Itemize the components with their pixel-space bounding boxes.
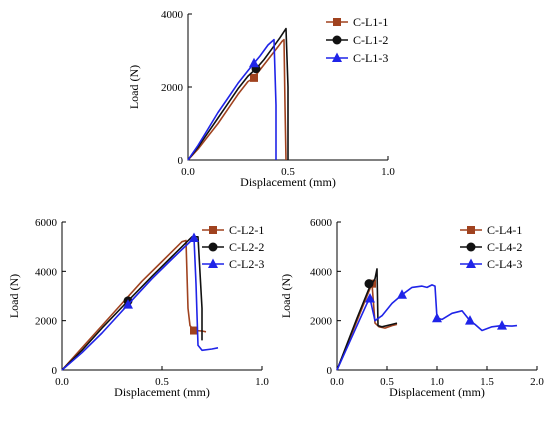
chart-l2: 0.0 0.5 1.0 0 2000 4000 6000 Displacement (mm) L… [7, 217, 269, 399]
legend-label-c-l1-3: C-L1-3 [353, 51, 388, 65]
data-point-c-l4-3 [497, 320, 507, 330]
legend-marker [332, 52, 342, 62]
legend-marker [208, 258, 218, 268]
y-axis-title: Load (N) [279, 274, 293, 318]
legend-marker [333, 18, 341, 26]
data-point-c-l4-3 [465, 315, 475, 325]
x-tick-label: 1.0 [381, 166, 395, 178]
legend-marker [209, 226, 217, 234]
legend-label-c-l4-1: C-L4-1 [487, 223, 522, 237]
y-tick-label: 2000 [310, 316, 333, 328]
series-line-c-l2-3 [61, 237, 219, 371]
x-tick-label: 1.0 [430, 376, 444, 388]
legend-label-c-l1-2: C-L1-2 [353, 33, 388, 47]
data-point-c-l4-3 [432, 312, 442, 323]
series-line-c-l4-2 [336, 268, 398, 371]
legend-label-c-l4-2: C-L4-2 [487, 240, 522, 254]
y-tick-label: 4000 [161, 9, 184, 21]
legend-marker [466, 242, 476, 252]
legend-marker [208, 242, 218, 252]
legend-label-c-l2-3: C-L2-3 [229, 257, 264, 271]
data-point-c-l4-2 [364, 279, 374, 289]
series-line-c-l2-2 [61, 236, 203, 371]
chart-l1: 0.0 0.5 1.0 0 2000 4000 Displacement (mm) Load … [127, 9, 395, 189]
y-tick-label: 6000 [310, 217, 333, 229]
y-tick-label: 4000 [35, 266, 58, 278]
x-tick-label: 1.0 [255, 376, 269, 388]
legend-label-c-l1-1: C-L1-1 [353, 15, 388, 29]
x-tick-label: 0.5 [380, 376, 394, 388]
x-tick-label: 0.5 [281, 166, 295, 178]
x-tick-label: 2.0 [530, 376, 544, 388]
x-tick-label: 0.0 [181, 166, 195, 178]
data-point-c-l2-1 [190, 326, 198, 335]
y-tick-label: 6000 [35, 217, 58, 229]
data-point-c-l4-3 [365, 292, 375, 303]
legend-marker [467, 226, 475, 234]
series-line-c-l1-1 [187, 38, 287, 161]
series-line-c-l1-2 [187, 27, 289, 161]
data-point-c-l1-1 [250, 73, 258, 82]
x-tick-label: 0.0 [330, 376, 344, 388]
y-axis-title: Load (N) [7, 274, 21, 318]
y-tick-label: 0 [178, 155, 184, 167]
y-tick-label: 4000 [310, 266, 333, 278]
series-line-c-l4-3 [336, 284, 518, 371]
x-tick-label: 0.0 [55, 376, 69, 388]
data-point-c-l1-3 [249, 57, 259, 68]
legend-label-c-l4-3: C-L4-3 [487, 257, 522, 271]
chart-l4: 0.0 0.5 1.0 1.5 2.0 0 2000 4000 6000 Displacement… [279, 217, 544, 399]
x-axis-title: Displacement (mm) [240, 175, 336, 189]
series-line-c-l1-3 [187, 38, 277, 161]
y-tick-label: 0 [52, 365, 58, 377]
legend-label-c-l2-1: C-L2-1 [229, 223, 264, 237]
x-axis-title: Displacement (mm) [114, 385, 210, 399]
x-tick-label: 1.5 [480, 376, 494, 388]
y-tick-label: 2000 [35, 316, 58, 328]
y-tick-label: 2000 [161, 82, 184, 94]
data-point-c-l2-3 [189, 232, 199, 243]
legend-label-c-l2-2: C-L2-2 [229, 240, 264, 254]
data-point-c-l2-3 [123, 299, 133, 309]
legend-marker [466, 258, 476, 268]
legend-marker [332, 35, 342, 45]
y-axis-title: Load (N) [127, 65, 141, 109]
x-tick-label: 0.5 [155, 376, 169, 388]
x-axis-title: Displacement (mm) [389, 385, 485, 399]
data-point-c-l4-3 [397, 289, 407, 299]
y-tick-label: 0 [327, 365, 333, 377]
series-line-c-l4-1 [336, 282, 398, 371]
